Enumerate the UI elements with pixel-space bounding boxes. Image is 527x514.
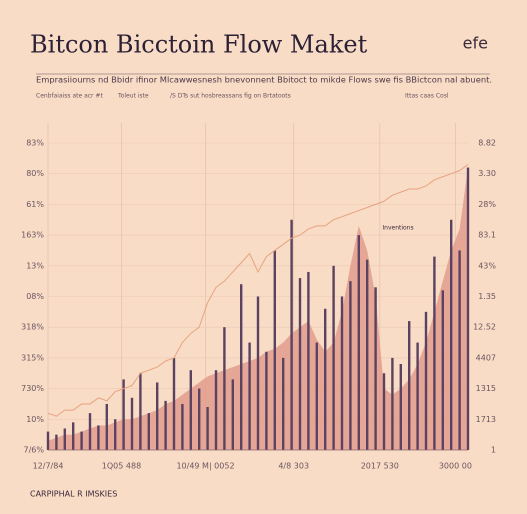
bar [164,400,167,450]
bar [315,342,318,450]
y-tick-label: 61% [26,200,44,209]
bar [374,287,377,450]
bar [63,428,66,450]
y2-tick-label: 83.1 [478,231,496,240]
bar [424,311,428,450]
x-tick-label: 2017 530 [361,462,399,471]
bar [290,219,293,450]
y-tick-label: 7/6% [24,446,45,455]
y-tick-label: 318% [21,323,44,332]
bar [298,278,302,450]
x-tick-label: 10/49 M| 0052 [176,462,234,471]
bar [408,321,411,450]
bar [265,351,268,450]
bar [105,403,108,450]
bar [391,357,394,450]
bar [282,357,285,450]
footer: CARPIPHAL R IMSKIES [30,490,117,499]
note: Ittas caas Cosl [405,93,449,100]
bar [273,250,276,450]
y-tick-label: 08% [26,292,44,301]
bar [340,296,344,450]
bar [88,413,92,450]
bar [240,284,243,450]
line [47,164,469,417]
bar [97,425,100,450]
logo: efe [463,34,488,53]
bar [450,219,453,450]
y2-tick-label: 8.82 [478,139,496,148]
bar [366,259,369,450]
bar [382,373,386,450]
y2-tick-label: 1.35 [478,292,496,301]
note: Cenbfaiaiss ate acr #t [36,93,103,100]
note: /S DTs sut hosbreassans fig on Brtatoots [170,93,291,100]
bar [156,382,159,450]
y2-tick-label: 1 [491,446,496,455]
y-tick-label: 163% [21,231,44,240]
bar [441,290,444,450]
bar [55,434,58,450]
y2-tick-label: 12.52 [473,323,496,332]
y-tick-label: 730% [21,384,44,393]
bar [332,265,335,450]
bar [399,364,402,450]
bar [466,167,470,450]
bar [248,342,251,450]
bar [130,397,134,450]
bar [46,431,50,450]
bar [307,271,310,450]
x-tick-label: 12/7/84 [33,462,64,471]
chart-title: Bitcon Bicctoin Flow Maket [30,31,368,59]
bar [139,373,142,450]
bar [80,431,83,450]
bar [324,308,327,450]
bar [214,370,218,450]
bar [122,379,125,450]
bar [198,388,201,450]
bar [357,235,360,450]
x-tick-label: 4/8 303 [278,462,309,471]
area [48,167,468,450]
y-tick-label: 80% [26,169,44,178]
y2-tick-label: 1713 [476,415,496,424]
note: Toleut iste [117,93,149,100]
bar [433,256,436,450]
y2-tick-label: 3.30 [478,169,496,178]
x-tick-label: 3000 00 [439,462,472,471]
y2-tick-label: 28% [478,200,496,209]
bar [231,379,234,450]
bar [206,407,209,450]
bar [189,370,192,450]
bar [114,419,117,450]
y-tick-label: 315% [21,353,44,362]
bar [172,357,176,450]
bar [223,327,226,450]
y2-tick-label: 43% [478,261,496,270]
bar [147,413,150,450]
bar [72,422,75,450]
bar [256,296,260,450]
annotation: Inventions [382,225,413,232]
y2-tick-label: 4407 [476,353,496,362]
y2-tick-label: 1315 [476,384,496,393]
x-tick-label: 1Q05 488 [102,462,141,471]
y-tick-label: 83% [26,139,44,148]
bar [181,403,184,450]
bar [416,342,419,450]
y-tick-label: 10% [26,415,44,424]
subtitle: Emprasiiourns nd Bbidr ifinor Mlcawwesne… [36,76,492,85]
bar [349,281,352,450]
bar [458,250,461,450]
y-tick-label: 13% [26,261,44,270]
